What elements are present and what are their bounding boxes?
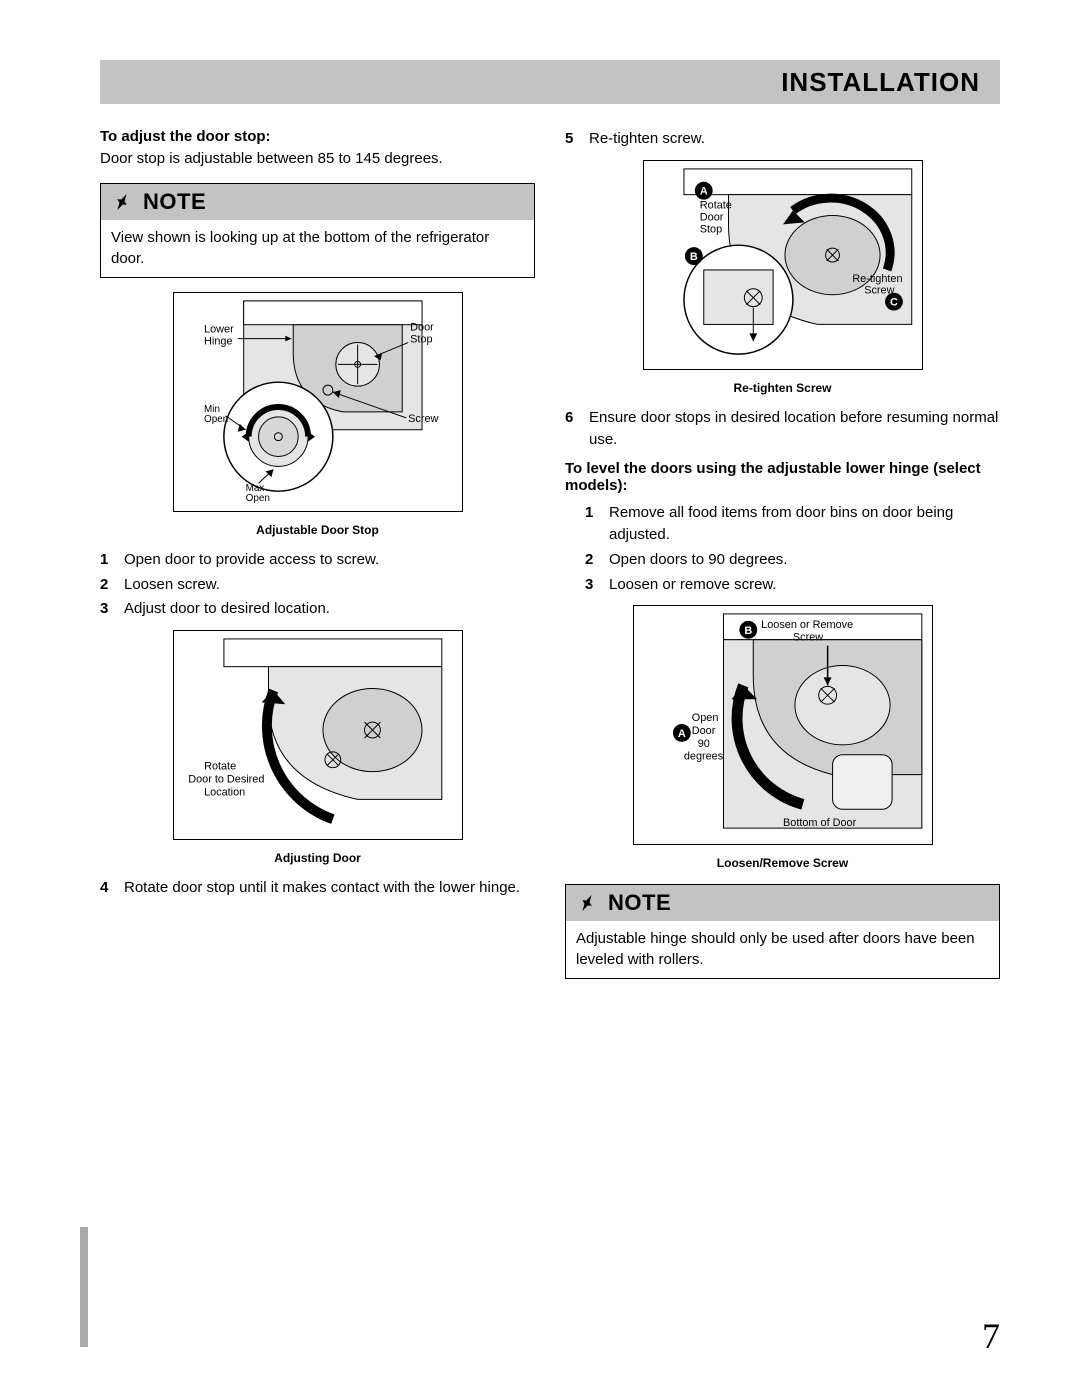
- svg-text:Screw: Screw: [864, 284, 894, 296]
- svg-text:Stop: Stop: [410, 333, 432, 345]
- steps-list: 6Ensure door stops in desired location b…: [565, 407, 1000, 451]
- section-heading: To level the doors using the adjustable …: [565, 460, 1000, 494]
- svg-text:Door: Door: [699, 211, 723, 223]
- svg-text:A: A: [699, 185, 707, 197]
- step-item: 4Rotate door stop until it makes contact…: [100, 877, 535, 899]
- step-item: 3Adjust door to desired location.: [100, 598, 535, 620]
- svg-text:A: A: [677, 728, 685, 740]
- step-item: 6Ensure door stops in desired location b…: [565, 407, 1000, 451]
- note-box: NOTE Adjustable hinge should only be use…: [565, 884, 1000, 979]
- note-box: NOTE View shown is looking up at the bot…: [100, 183, 535, 278]
- pin-icon: [111, 191, 133, 213]
- steps-list: 1Remove all food items from door bins on…: [585, 502, 1000, 595]
- page-title: INSTALLATION: [781, 67, 980, 98]
- svg-text:Re-tighten: Re-tighten: [852, 273, 902, 285]
- svg-text:B: B: [689, 251, 697, 263]
- page-number: 7: [982, 1315, 1000, 1357]
- svg-text:Rotate: Rotate: [699, 199, 731, 211]
- svg-text:Door: Door: [691, 725, 715, 737]
- svg-text:Rotate: Rotate: [204, 761, 236, 773]
- svg-text:Screw: Screw: [792, 632, 822, 644]
- figure-adjustable-door-stop: Lower Hinge Door Stop Screw Min Open Max: [100, 292, 535, 517]
- steps-list: 5Re-tighten screw.: [565, 128, 1000, 150]
- svg-text:Stop: Stop: [699, 223, 721, 235]
- figure-adjusting-door: Rotate Door to Desired Location: [100, 630, 535, 845]
- svg-text:C: C: [890, 296, 898, 308]
- step-item: 1Remove all food items from door bins on…: [585, 502, 1000, 546]
- figure-caption: Re-tighten Screw: [565, 381, 1000, 395]
- svg-text:Loosen or Remove: Loosen or Remove: [761, 619, 853, 631]
- svg-text:90: 90: [697, 738, 709, 750]
- figure-caption: Adjusting Door: [100, 851, 535, 865]
- svg-text:Door: Door: [410, 321, 434, 333]
- svg-text:Bottom of Door: Bottom of Door: [783, 817, 857, 829]
- svg-text:Lower: Lower: [204, 323, 234, 335]
- content-columns: To adjust the door stop: Door stop is ad…: [100, 128, 1000, 993]
- step-item: 5Re-tighten screw.: [565, 128, 1000, 150]
- left-column: To adjust the door stop: Door stop is ad…: [100, 128, 535, 993]
- step-item: 3Loosen or remove screw.: [585, 574, 1000, 596]
- svg-text:Screw: Screw: [408, 413, 438, 425]
- pin-icon: [576, 892, 598, 914]
- step-item: 1Open door to provide access to screw.: [100, 549, 535, 571]
- intro-text: Door stop is adjustable between 85 to 14…: [100, 149, 535, 169]
- note-body: View shown is looking up at the bottom o…: [101, 220, 534, 277]
- svg-text:Location: Location: [204, 786, 245, 798]
- side-bar-decoration: [80, 1227, 88, 1347]
- svg-text:B: B: [744, 625, 752, 637]
- svg-text:degrees: degrees: [683, 751, 723, 763]
- note-title: NOTE: [143, 189, 206, 215]
- header-bar: INSTALLATION: [100, 60, 1000, 104]
- svg-text:Open: Open: [245, 493, 269, 504]
- section-heading: To adjust the door stop:: [100, 128, 535, 145]
- svg-text:Open: Open: [204, 414, 228, 425]
- note-title: NOTE: [608, 890, 671, 916]
- note-body: Adjustable hinge should only be used aft…: [566, 921, 999, 978]
- svg-text:Door to Desired: Door to Desired: [188, 774, 264, 786]
- step-item: 2Loosen screw.: [100, 574, 535, 596]
- steps-list: 1Open door to provide access to screw. 2…: [100, 549, 535, 620]
- figure-loosen-remove-screw: B Loosen or Remove Screw A Open Door 90 …: [565, 605, 1000, 850]
- page: INSTALLATION To adjust the door stop: Do…: [0, 0, 1080, 1397]
- svg-text:Open: Open: [691, 712, 718, 724]
- figure-caption: Adjustable Door Stop: [100, 523, 535, 537]
- note-header: NOTE: [101, 184, 534, 220]
- note-header: NOTE: [566, 885, 999, 921]
- figure-retighten-screw: A Rotate Door Stop B C Re-tighten Screw: [565, 160, 1000, 375]
- right-column: 5Re-tighten screw.: [565, 128, 1000, 993]
- figure-caption: Loosen/Remove Screw: [565, 856, 1000, 870]
- step-item: 2Open doors to 90 degrees.: [585, 549, 1000, 571]
- svg-text:Hinge: Hinge: [204, 335, 232, 347]
- steps-list: 4Rotate door stop until it makes contact…: [100, 877, 535, 899]
